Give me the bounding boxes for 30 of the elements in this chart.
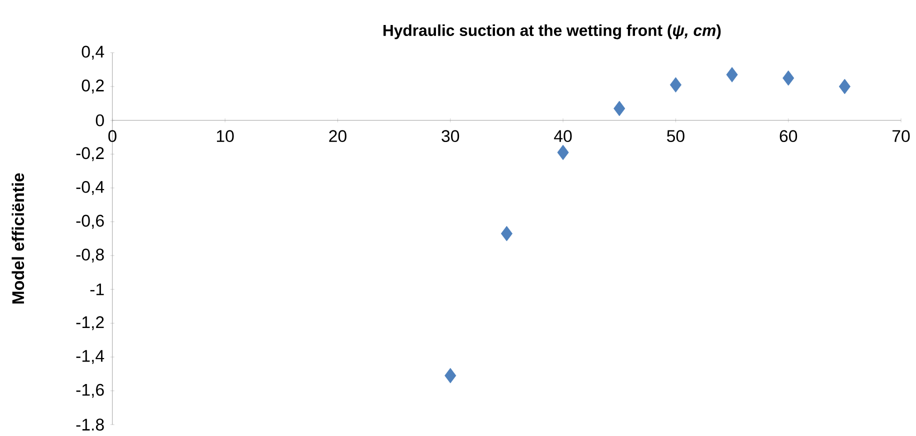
point (726, 66, 738, 82)
y-tick-label: -1.8 (76, 418, 104, 431)
point (782, 70, 794, 86)
point (444, 368, 456, 384)
y-tick-label: -1,4 (76, 350, 104, 364)
x-tick-label: 30 (442, 130, 460, 142)
y-tick-label: -0,2 (76, 147, 104, 161)
y-tick-label: 0,2 (82, 79, 104, 94)
y-tick-label: -1 (90, 283, 104, 296)
y-tick-label: -0,8 (76, 248, 104, 262)
chart-title: Hydraulic suction at the wetting front (ψ, cm) (384, 24, 721, 40)
point (500, 226, 512, 242)
x-tick-label: 70 (892, 130, 910, 142)
point (614, 100, 626, 116)
point (670, 77, 682, 92)
y-axis-title: Model efficiëntie (12, 173, 24, 304)
x-tick-label: 60 (780, 130, 798, 142)
y-tick-label: -0,6 (76, 214, 104, 229)
point (838, 78, 850, 94)
y-tick-label: -1,6 (76, 384, 104, 398)
y-tick-label: -0,4 (76, 180, 104, 195)
x-tick-label: 40 (554, 130, 572, 142)
x-tick-label: 50 (666, 130, 684, 142)
x-tick-label: 20 (329, 130, 346, 142)
y-tick-label: 0 (96, 114, 104, 126)
y-tick-label: -1,2 (76, 316, 104, 330)
x-tick-label: 0 (108, 130, 116, 142)
x-tick-label: 10 (216, 130, 234, 142)
y-tick-label: 0,4 (82, 46, 104, 60)
point (557, 144, 569, 160)
